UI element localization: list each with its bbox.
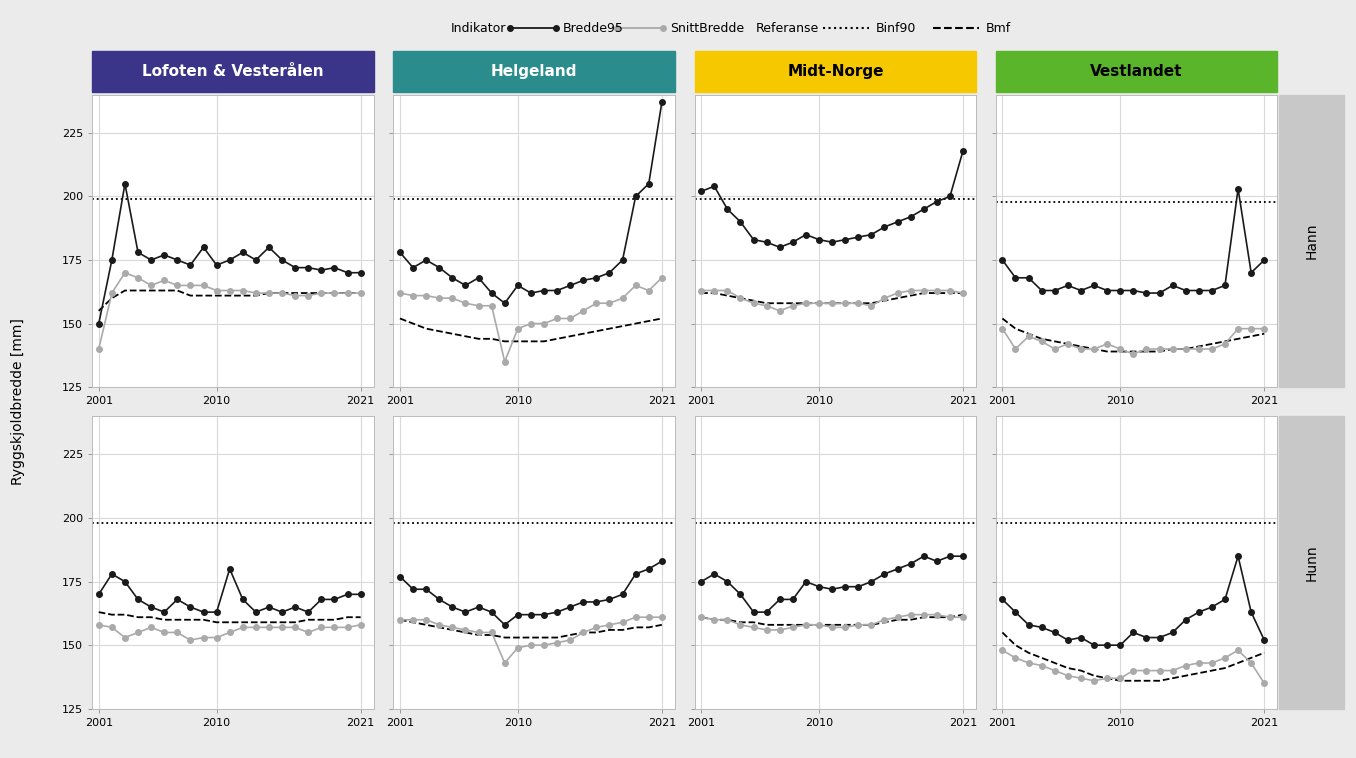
Text: Indikator: Indikator — [450, 21, 506, 35]
Text: Bredde95: Bredde95 — [563, 21, 624, 35]
Text: Lofoten & Vesterålen: Lofoten & Vesterålen — [142, 64, 324, 79]
Text: Midt-Norge: Midt-Norge — [786, 64, 884, 79]
Text: Vestlandet: Vestlandet — [1090, 64, 1182, 79]
Text: Bmf: Bmf — [986, 21, 1012, 35]
Text: Referanse: Referanse — [755, 21, 819, 35]
Text: Hunn: Hunn — [1304, 544, 1318, 581]
Text: Hann: Hann — [1304, 223, 1318, 259]
Text: Binf90: Binf90 — [876, 21, 917, 35]
Text: Ryggskjoldbredde [mm]: Ryggskjoldbredde [mm] — [11, 318, 24, 485]
Text: SnittBredde: SnittBredde — [670, 21, 744, 35]
Text: Helgeland: Helgeland — [491, 64, 578, 79]
